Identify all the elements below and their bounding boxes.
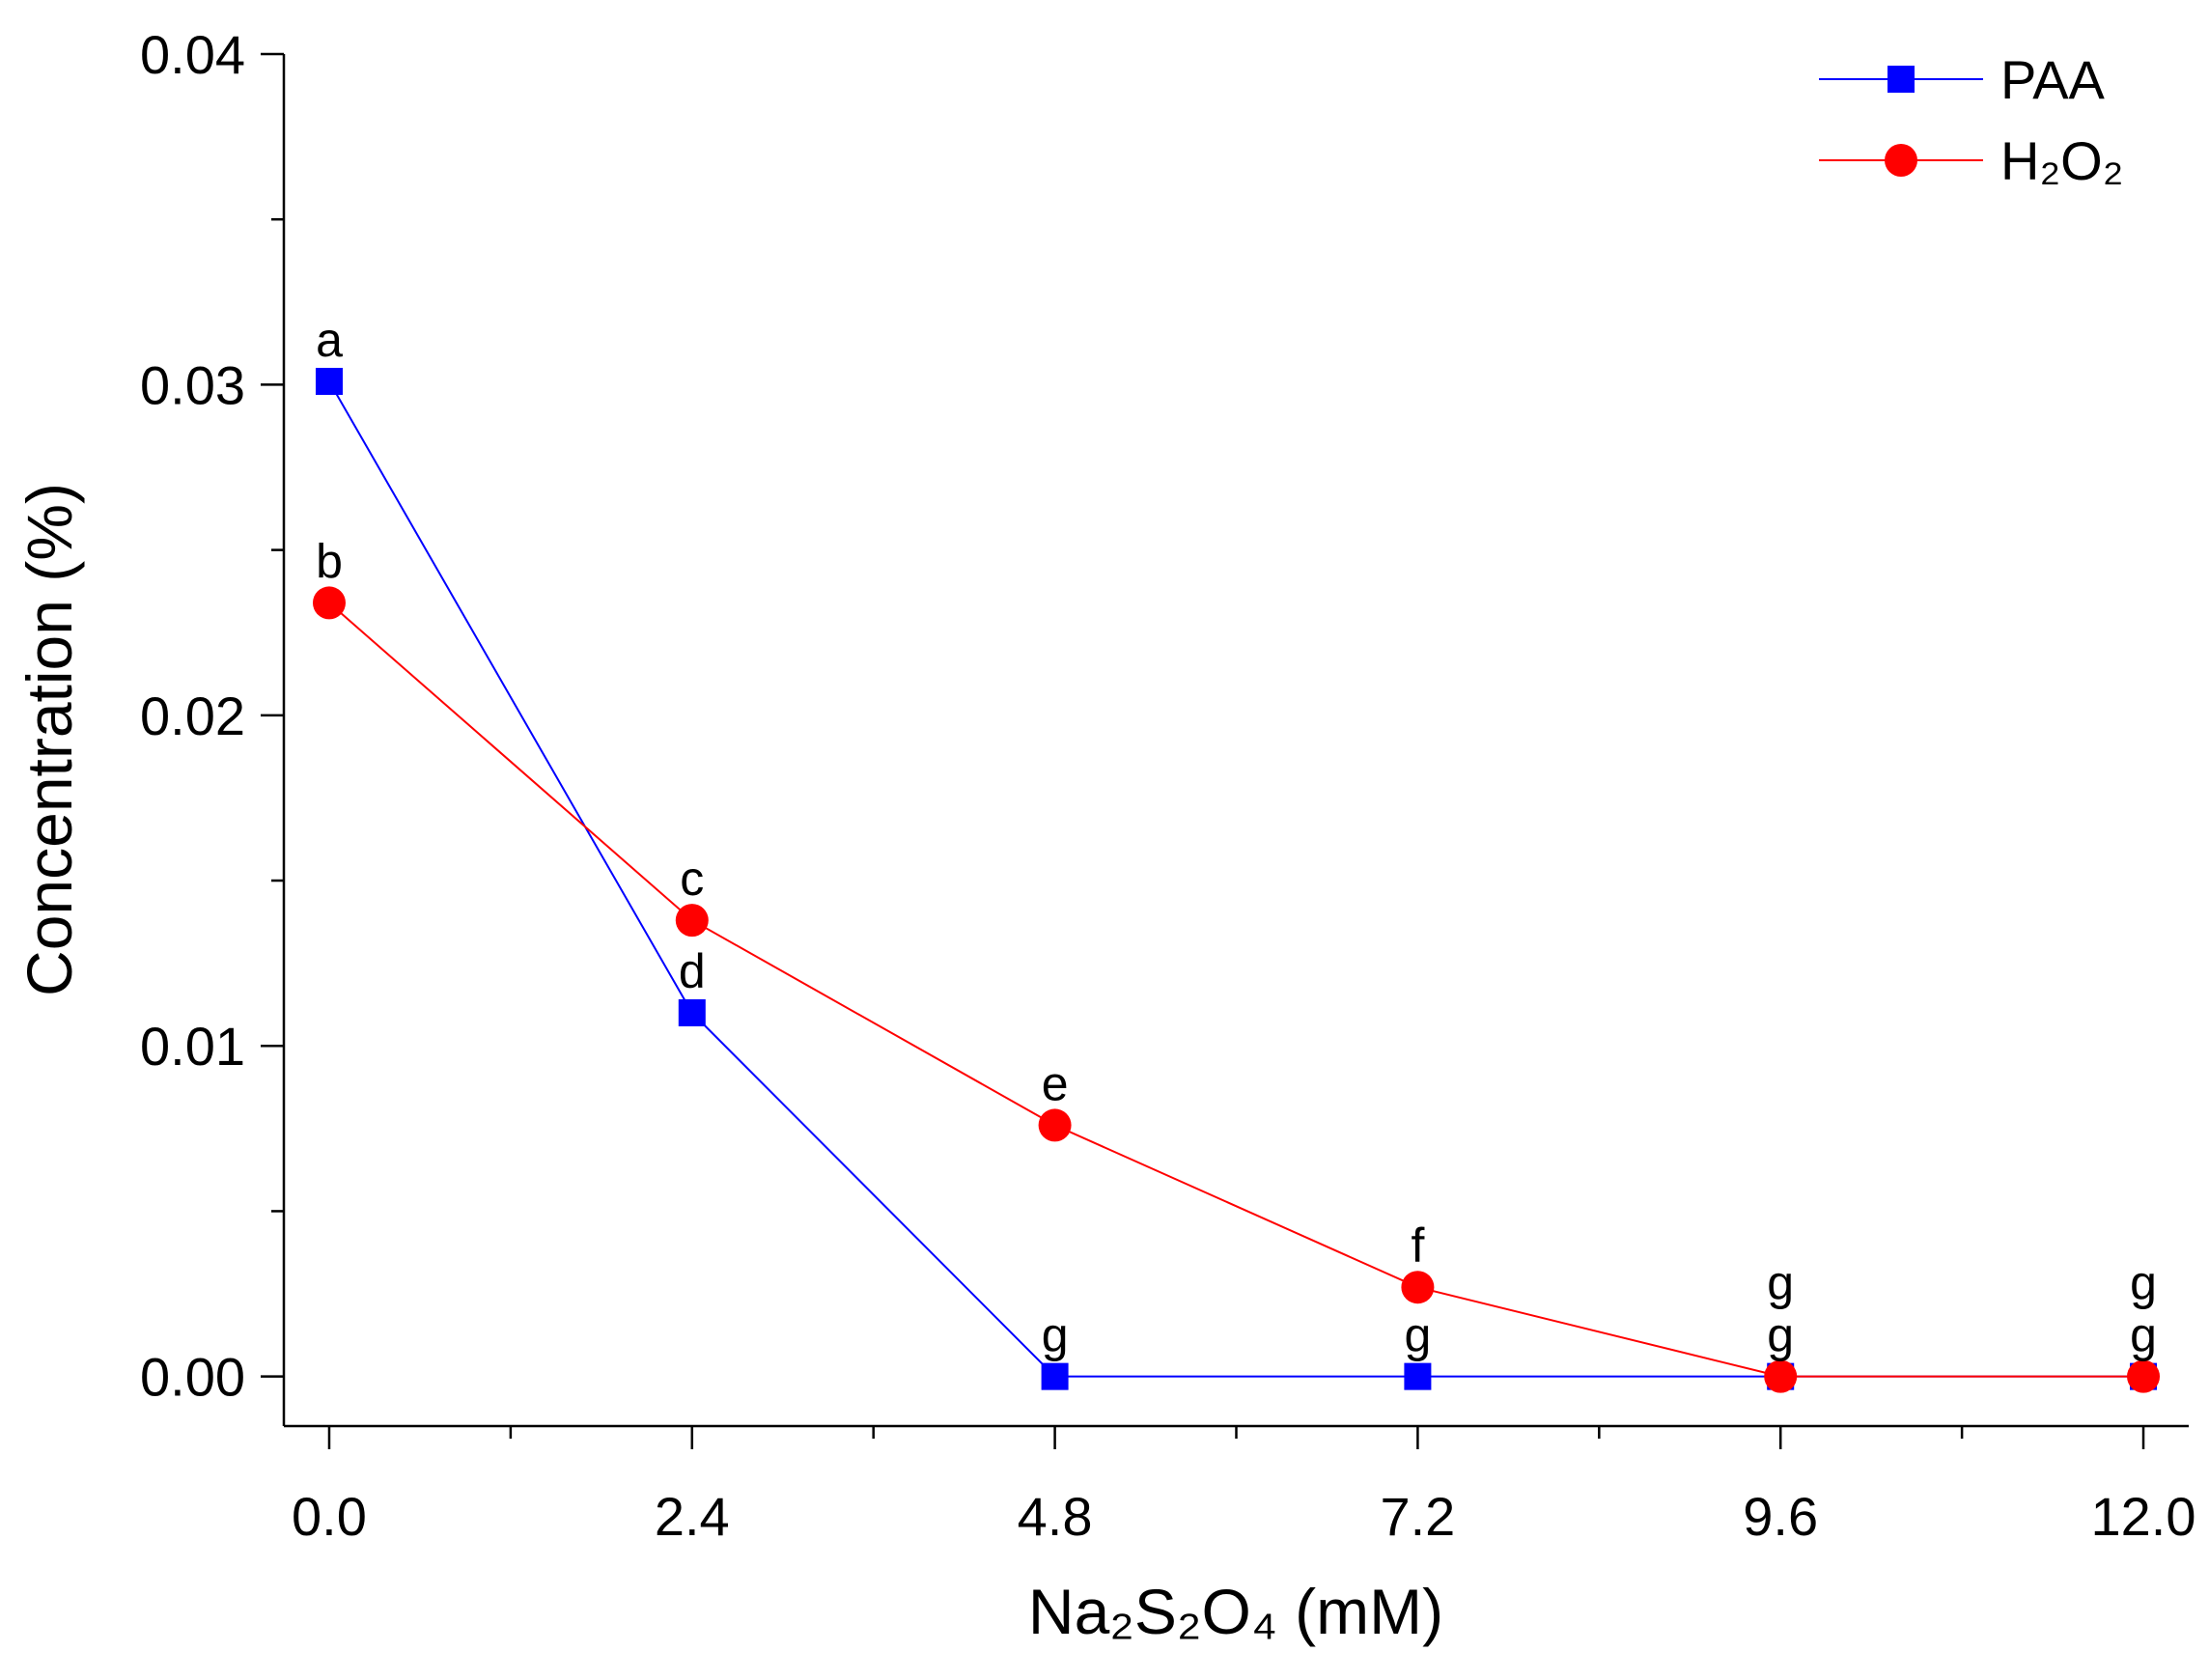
paa-significance-letter: g <box>1042 1308 1069 1362</box>
series-line-paa <box>328 380 2144 1378</box>
h2o2-point <box>312 586 346 620</box>
h2o2-significance-letter: f <box>1411 1218 1424 1273</box>
h2o2-significance-letter: c <box>680 852 704 906</box>
x-tick-label: 0.0 <box>292 1486 367 1547</box>
legend-label: PAA <box>2000 49 2106 110</box>
legend-label: H₂O₂ <box>2000 130 2123 191</box>
h2o2-significance-letter: g <box>2130 1308 2157 1362</box>
series-line-h2o2 <box>328 602 2144 1378</box>
y-tick-label: 0.04 <box>140 24 245 85</box>
y-axis-label: Concentration (%) <box>14 483 85 996</box>
x-ticks: 0.0 2.4 4.8 7.2 9.6 12.0 <box>292 1426 2196 1547</box>
paa-significance-letter: g <box>2130 1256 2157 1310</box>
h2o2-point <box>1401 1271 1435 1304</box>
series-layer <box>312 367 2161 1393</box>
h2o2-point <box>2127 1359 2161 1393</box>
h2o2-significance-letter: g <box>1767 1308 1794 1362</box>
y-tick-label: 0.00 <box>140 1347 245 1408</box>
h2o2-significance-letter: e <box>1042 1056 1069 1110</box>
paa-point <box>315 367 343 395</box>
x-axis-label: Na₂S₂O₄ (mM) <box>1028 1576 1443 1647</box>
h2o2-point <box>675 904 709 938</box>
y-tick-label: 0.02 <box>140 686 245 746</box>
paa-point <box>678 998 706 1026</box>
h2o2-point <box>1038 1108 1072 1142</box>
legend-marker-circle <box>1885 144 1917 177</box>
paa-point <box>1041 1362 1069 1390</box>
legend: PAA H₂O₂ <box>1819 49 2123 191</box>
paa-significance-letter: g <box>1404 1308 1431 1362</box>
paa-significance-letter: a <box>316 313 343 367</box>
y-ticks: 0.00 0.01 0.02 0.03 0.04 <box>140 24 284 1408</box>
x-tick-label: 2.4 <box>655 1486 730 1547</box>
y-tick-label: 0.01 <box>140 1016 245 1077</box>
h2o2-significance-letter: b <box>316 534 343 588</box>
paa-point <box>1404 1362 1432 1390</box>
paa-significance-letter: d <box>679 944 706 998</box>
x-tick-label: 7.2 <box>1380 1486 1455 1547</box>
x-tick-label: 4.8 <box>1018 1486 1093 1547</box>
legend-marker-square <box>1887 66 1915 93</box>
y-tick-label: 0.03 <box>140 354 245 415</box>
h2o2-point <box>1764 1359 1798 1393</box>
paa-significance-letter: g <box>1767 1256 1794 1310</box>
axes-layer: 0.0 2.4 4.8 7.2 9.6 12.0 0.00 0.01 0.02 0.03 0.04… <box>14 24 2196 1647</box>
x-tick-label: 12.0 <box>2091 1486 2196 1547</box>
x-tick-label: 9.6 <box>1743 1486 1818 1547</box>
